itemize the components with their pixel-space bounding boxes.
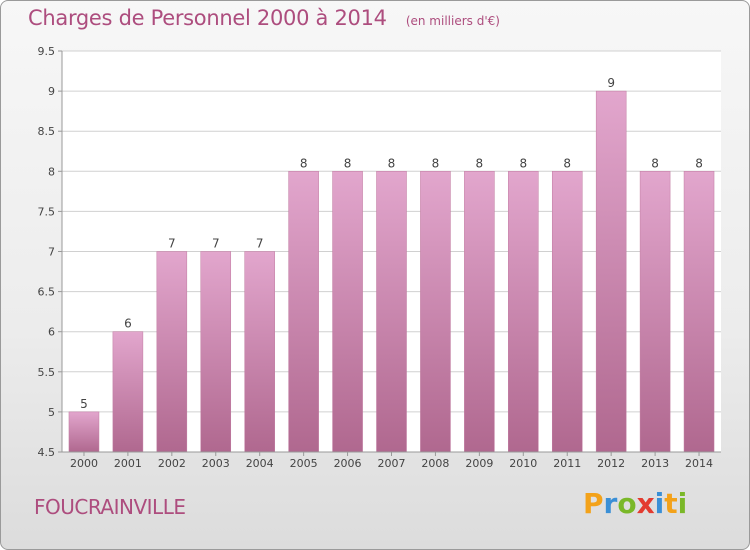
x-tick-label: 2003 — [202, 457, 230, 470]
x-tick-label: 2013 — [641, 457, 669, 470]
data-label: 7 — [256, 237, 264, 251]
x-tick-label: 2007 — [378, 457, 406, 470]
y-tick-label: 6 — [48, 326, 55, 339]
bar — [420, 171, 451, 453]
chart-title: Charges de Personnel 2000 à 2014 — [28, 6, 387, 30]
bar — [156, 251, 188, 453]
commune-name: FOUCRAINVILLE — [34, 495, 186, 519]
bar — [332, 171, 363, 453]
y-tick-label: 9 — [48, 85, 55, 98]
bar — [683, 171, 715, 453]
proxiti-logo: Proxiti — [583, 487, 687, 520]
data-label: 9 — [607, 76, 615, 90]
y-tick-label: 8.5 — [38, 125, 56, 138]
bar — [288, 171, 319, 453]
data-label: 8 — [519, 156, 527, 170]
logo-letter: o — [617, 487, 637, 520]
data-label: 8 — [300, 156, 308, 170]
data-label: 5 — [80, 397, 88, 411]
logo-letter: i — [654, 487, 665, 520]
x-tick-label: 2005 — [290, 457, 318, 470]
bar — [464, 171, 495, 453]
x-tick-label: 2006 — [334, 457, 362, 470]
data-label: 8 — [563, 156, 571, 170]
x-tick-label: 2000 — [70, 457, 98, 470]
bar — [508, 171, 539, 453]
x-tick-label: 2004 — [246, 457, 274, 470]
bar — [200, 251, 232, 453]
data-label: 8 — [695, 156, 703, 170]
y-tick-label: 8 — [48, 165, 55, 178]
bar — [244, 251, 275, 453]
bar — [595, 90, 627, 453]
bar — [68, 411, 100, 453]
data-label: 8 — [432, 156, 440, 170]
data-label: 7 — [168, 237, 176, 251]
title-row: Charges de Personnel 2000 à 2014 (en mil… — [28, 6, 500, 30]
bars: 5 6 7 7 7 8 8 8 8 8 8 8 9 8 8 — [68, 76, 715, 453]
data-label: 8 — [388, 156, 396, 170]
logo-letter: P — [583, 487, 604, 520]
data-label: 7 — [212, 237, 220, 251]
x-tick-label: 2001 — [114, 457, 142, 470]
y-tick-label: 7 — [48, 246, 55, 259]
x-tick-label: 2009 — [465, 457, 493, 470]
x-tick-label: 2010 — [509, 457, 537, 470]
bar — [639, 171, 671, 453]
x-tick-label: 2008 — [421, 457, 449, 470]
logo-letter: i — [677, 487, 688, 520]
data-label: 8 — [476, 156, 484, 170]
y-tick-label: 7.5 — [38, 205, 56, 218]
data-label: 6 — [124, 317, 132, 331]
data-label: 8 — [651, 156, 659, 170]
x-tick-label: 2014 — [685, 457, 713, 470]
x-tick-label: 2002 — [158, 457, 186, 470]
y-tick-label: 9.5 — [38, 45, 56, 58]
data-label: 8 — [344, 156, 352, 170]
x-tick-label: 2011 — [553, 457, 581, 470]
bar — [551, 171, 583, 453]
y-tick-label: 5 — [48, 406, 55, 419]
chart-subtitle: (en milliers d'€) — [405, 14, 500, 28]
bar — [112, 331, 144, 453]
axes: 4.5 5 5.5 6 6.5 7 7.5 8 8.5 9 9.5 2000 2001 2002 2003 2… — [38, 45, 721, 470]
logo-letter: r — [603, 487, 618, 520]
logo-letter: x — [636, 487, 655, 520]
x-tick-label: 2012 — [597, 457, 625, 470]
y-tick-label: 4.5 — [38, 446, 56, 459]
y-tick-label: 6.5 — [38, 286, 56, 299]
y-tick-label: 5.5 — [38, 366, 56, 379]
bar — [376, 171, 407, 453]
logo-letter: t — [664, 487, 678, 520]
